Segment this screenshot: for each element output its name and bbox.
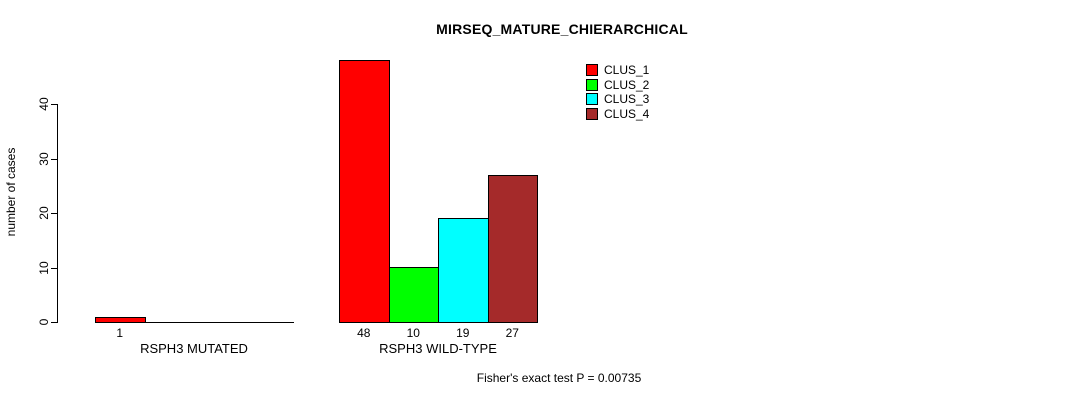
bar-clus-4 xyxy=(487,175,538,323)
bar-value-label: 10 xyxy=(406,326,420,340)
y-axis-tick xyxy=(51,104,57,105)
bar-value-label: 27 xyxy=(505,326,519,340)
y-tick-label: 30 xyxy=(37,151,51,166)
legend-item: CLUS_3 xyxy=(586,93,649,105)
chart-title: MIRSEQ_MATURE_CHIERARCHICAL xyxy=(436,21,688,37)
bar-clus-1 xyxy=(95,317,146,323)
legend-swatch-clus-3 xyxy=(586,93,598,105)
legend-label: CLUS_1 xyxy=(604,63,650,77)
legend-label: CLUS_2 xyxy=(604,77,650,92)
legend-swatch-clus-1 xyxy=(586,64,598,76)
x-category-label: RSPH3 WILD-TYPE xyxy=(379,341,497,356)
bar-clus-2 xyxy=(388,267,439,323)
legend-item: CLUS_1 xyxy=(586,64,649,76)
bar-clus-1 xyxy=(339,60,390,323)
y-axis-tick xyxy=(51,267,57,269)
bar-value-label: 48 xyxy=(357,326,371,340)
bar-value-label: 1 xyxy=(116,326,124,340)
y-tick-label: 0 xyxy=(37,318,51,326)
y-tick-label: 20 xyxy=(37,206,51,220)
y-tick-label: 10 xyxy=(37,260,51,275)
x-axis-baseline xyxy=(95,322,294,323)
legend: CLUS_1 CLUS_2 CLUS_3 CLUS_4 xyxy=(586,64,649,122)
bar-value-label: 19 xyxy=(456,326,470,340)
y-axis-label: number of cases xyxy=(4,147,18,237)
legend-label: CLUS_4 xyxy=(604,106,650,121)
legend-item: CLUS_2 xyxy=(586,77,650,92)
legend-swatch-clus-2 xyxy=(586,78,598,91)
y-tick-label: 40 xyxy=(37,97,51,111)
legend-label: CLUS_3 xyxy=(604,92,650,106)
y-axis-tick xyxy=(51,158,57,160)
x-category-label: RSPH3 MUTATED xyxy=(140,341,248,356)
bar-clus-3 xyxy=(438,218,489,323)
legend-swatch-clus-4 xyxy=(586,107,598,120)
y-axis-tick xyxy=(51,213,57,214)
y-axis-line xyxy=(57,104,58,323)
y-axis-tick xyxy=(51,322,57,323)
legend-item: CLUS_4 xyxy=(586,106,650,121)
annotation-text: Fisher's exact test P = 0.00735 xyxy=(476,371,642,385)
